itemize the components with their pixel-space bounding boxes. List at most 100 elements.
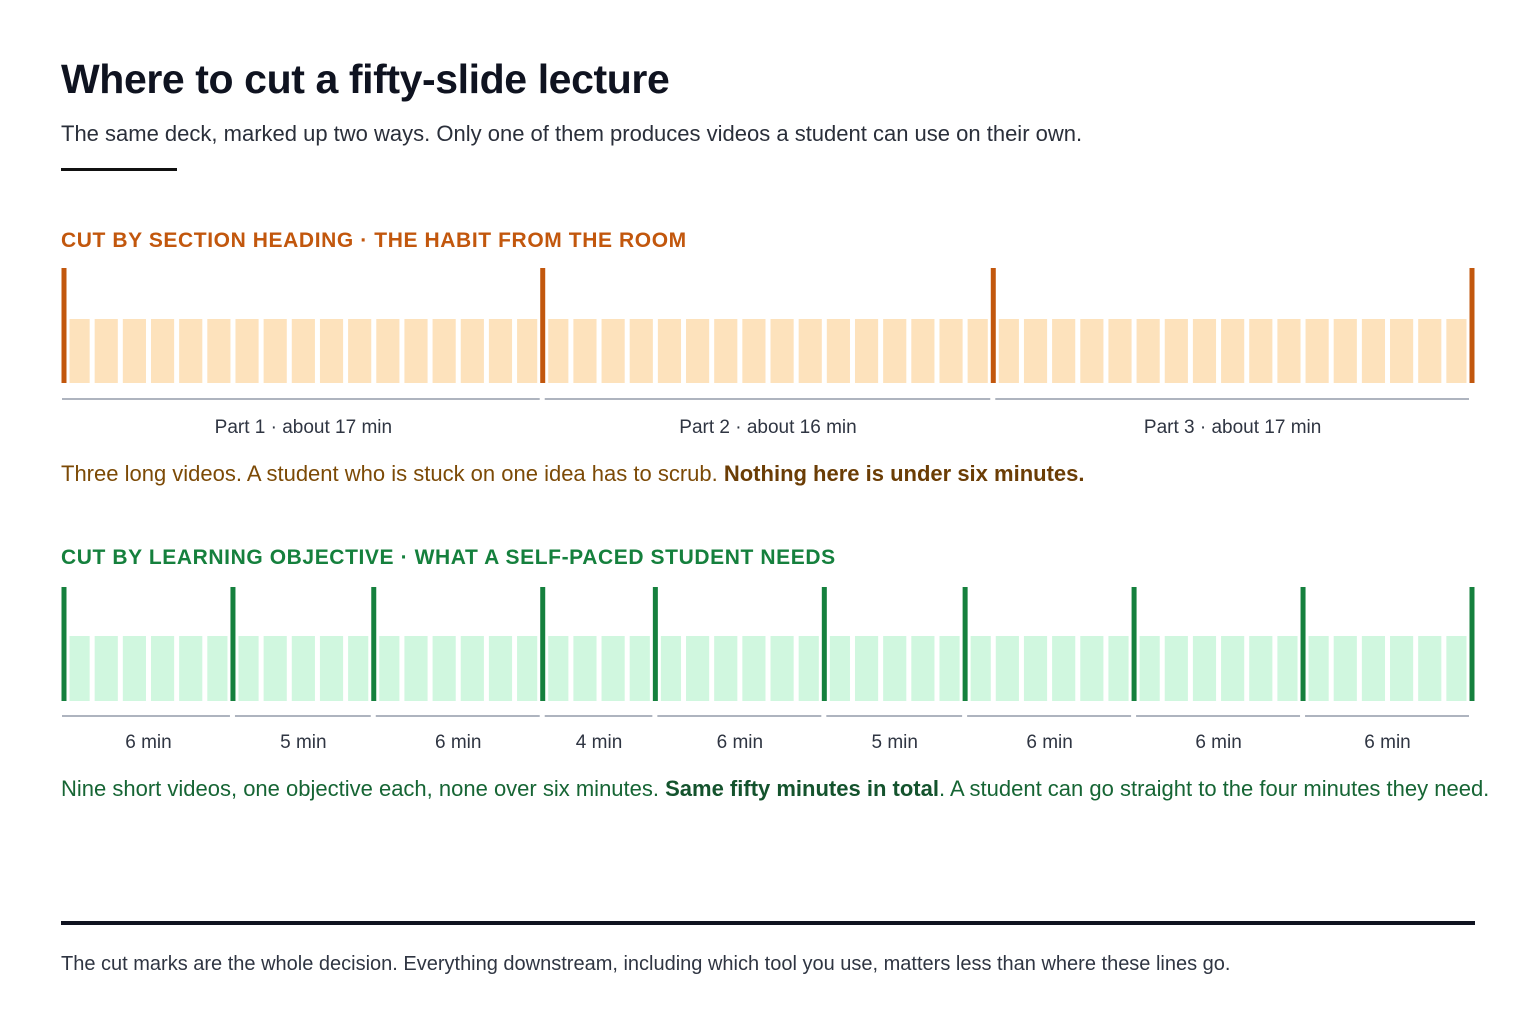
- learning-objective-slide: [69, 636, 90, 701]
- section-heading-slide: [998, 319, 1019, 383]
- section-heading-slide: [517, 319, 538, 383]
- learning-objective-slide: [179, 636, 203, 701]
- learning-objective-slide: [911, 636, 935, 701]
- learning-objective-cut-mark: [61, 587, 67, 701]
- learning-objective-label: CUT BY LEARNING OBJECTIVE · WHAT A SELF-…: [61, 546, 836, 569]
- section-heading-slide: [854, 319, 879, 383]
- learning-objective-segment-label: 4 min: [576, 732, 622, 753]
- learning-objective-cut-mark: [1131, 587, 1137, 701]
- section-heading-slide: [1277, 319, 1301, 383]
- learning-objective-segment-label: 5 min: [871, 732, 917, 753]
- learning-objective-slide: [1308, 636, 1329, 701]
- section-heading-slide: [573, 319, 597, 383]
- section-heading-slide: [911, 319, 935, 383]
- section-heading-slide: [1164, 319, 1188, 383]
- section-heading-cut-mark: [61, 268, 67, 383]
- section-heading-slide: [1023, 319, 1048, 383]
- section-heading-slide: [150, 319, 175, 383]
- section-heading-segment-label: Part 1 · about 17 min: [215, 417, 392, 438]
- section-heading-slide: [291, 319, 315, 383]
- learning-objective-slide: [460, 636, 484, 701]
- learning-objective-note-emphasis: Same fifty minutes in total: [665, 776, 939, 801]
- learning-objective-slide: [94, 636, 118, 701]
- section-heading-note-text: Three long videos. A student who is stuc…: [61, 461, 724, 486]
- learning-objective-slide: [1080, 636, 1104, 701]
- section-heading-segment-label: Part 2 · about 16 min: [679, 417, 856, 438]
- learning-objective-slide: [1390, 636, 1414, 701]
- section-heading-slide: [939, 319, 963, 383]
- section-heading-slide: [1080, 319, 1104, 383]
- section-heading-slide: [235, 319, 259, 383]
- learning-objective-slide: [1023, 636, 1048, 701]
- section-heading-slide: [319, 319, 344, 383]
- section-heading-slide: [404, 319, 428, 383]
- section-heading-slide: [1192, 319, 1217, 383]
- section-heading-slide: [826, 319, 850, 383]
- learning-objective-slide: [238, 636, 259, 701]
- section-heading-slide: [179, 319, 203, 383]
- section-heading-cut-mark: [540, 268, 546, 383]
- learning-objective-note-tail: . A student can go straight to the four …: [938, 776, 1490, 801]
- section-heading-slide: [770, 319, 794, 383]
- learning-objective-cut-mark: [230, 587, 236, 701]
- section-heading-slide: [348, 319, 372, 383]
- learning-objective-slide: [207, 636, 228, 701]
- footer-rule: [61, 921, 1475, 925]
- section-heading-slide: [69, 319, 90, 383]
- learning-objective-slide: [714, 636, 738, 701]
- learning-objective-slide: [488, 636, 513, 701]
- learning-objective-slide: [1052, 636, 1076, 701]
- section-heading-slide: [432, 319, 456, 383]
- learning-objective-slide: [939, 636, 960, 701]
- learning-objective-cut-mark: [962, 587, 968, 701]
- learning-objective-segment-label: 6 min: [435, 732, 481, 753]
- section-heading-slide: [967, 319, 988, 383]
- learning-objective-slide: [150, 636, 175, 701]
- learning-objective-slide: [263, 636, 287, 701]
- learning-objective-cut-mark: [652, 587, 658, 701]
- accent-rule: [61, 168, 177, 171]
- section-heading-slide: [657, 319, 682, 383]
- section-heading-note: Three long videos. A student who is stuc…: [61, 461, 1084, 487]
- learning-objective-slide: [770, 636, 794, 701]
- section-heading-cut-mark: [990, 268, 996, 383]
- learning-objective-slide: [319, 636, 344, 701]
- learning-objective-slide: [883, 636, 907, 701]
- section-heading-slide: [601, 319, 625, 383]
- learning-objective-slide: [742, 636, 766, 701]
- learning-objective-slide: [1108, 636, 1129, 701]
- learning-objective-slide: [601, 636, 625, 701]
- learning-objective-segment-label: 6 min: [1364, 732, 1410, 753]
- learning-objective-note: Nine short videos, one objective each, n…: [61, 776, 1489, 802]
- learning-objective-slide: [1139, 636, 1160, 701]
- learning-objective-segment-label: 6 min: [717, 732, 763, 753]
- learning-objective-slide: [970, 636, 991, 701]
- section-heading-slide: [1249, 319, 1273, 383]
- learning-objective-slide: [1221, 636, 1245, 701]
- learning-objective-slide: [291, 636, 315, 701]
- learning-objective-slide: [404, 636, 428, 701]
- section-heading-slide: [1108, 319, 1132, 383]
- section-heading-slide: [1221, 319, 1245, 383]
- section-heading-slide: [207, 319, 231, 383]
- learning-objective-slide: [517, 636, 538, 701]
- learning-objective-segment-label: 6 min: [1026, 732, 1072, 753]
- section-heading-slide: [548, 319, 569, 383]
- section-heading-slide: [488, 319, 513, 383]
- section-heading-slide: [460, 319, 484, 383]
- section-heading-slide: [1361, 319, 1386, 383]
- learning-objective-segment-label: 6 min: [1195, 732, 1241, 753]
- learning-objective-slide: [1192, 636, 1217, 701]
- section-heading-slide: [629, 319, 653, 383]
- learning-objective-slide: [854, 636, 879, 701]
- learning-objective-slide: [1249, 636, 1273, 701]
- section-heading-slide: [263, 319, 287, 383]
- learning-objective-note-text: Nine short videos, one objective each, n…: [61, 776, 666, 801]
- section-heading-slide: [883, 319, 907, 383]
- learning-objective-cut-mark: [371, 587, 377, 701]
- section-heading-note-emphasis: Nothing here is under six minutes.: [723, 461, 1085, 486]
- section-heading-slide: [1052, 319, 1076, 383]
